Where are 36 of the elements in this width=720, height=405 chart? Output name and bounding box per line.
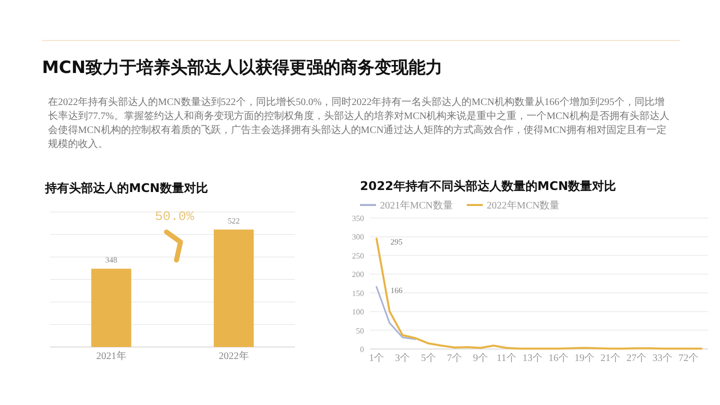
data-label: 522 <box>228 216 240 226</box>
x-tick-label: 7个 <box>447 352 462 364</box>
x-tick-label: 21个 <box>600 352 620 364</box>
chart-title: 2022年持有不同头部达人数量的MCN数量对比 <box>360 179 616 193</box>
x-tick-label: 13个 <box>522 352 542 364</box>
annotation: 50.0% <box>154 209 194 224</box>
x-tick-label: 27个 <box>626 352 646 364</box>
legend-label: 2021年MCN数量 <box>380 200 453 212</box>
x-tick-label: 2022年 <box>218 350 249 362</box>
y-tick-label: 50 <box>356 326 364 336</box>
data-label: 166 <box>390 286 402 295</box>
x-tick-label: 33个 <box>652 352 672 364</box>
y-tick-label: 250 <box>352 251 364 260</box>
y-tick-label: 0 <box>360 345 364 354</box>
x-tick-label: 16个 <box>548 352 568 364</box>
x-tick-label: 72个 <box>678 352 698 364</box>
y-tick-label: 150 <box>352 288 364 298</box>
y-tick-label: 350 <box>352 214 364 223</box>
legend-label: 2022年MCN数量 <box>486 200 560 212</box>
text: MCN致力于培养头部达人以获得更强的商务变现能力 <box>42 57 443 79</box>
data-label: 348 <box>105 256 118 265</box>
data-label: 295 <box>390 238 402 247</box>
x-tick-label: 5个 <box>421 352 436 364</box>
x-tick-label: 11个 <box>496 352 516 364</box>
x-tick-label: 3个 <box>395 352 410 364</box>
line-series <box>376 238 702 350</box>
x-tick-label: 2021年 <box>96 350 126 362</box>
x-tick-label: 19个 <box>574 352 594 364</box>
y-tick-label: 100 <box>352 308 364 317</box>
chart-title: 持有头部达人的MCN数量对比 <box>44 181 208 195</box>
x-tick-label: 1个 <box>369 352 384 364</box>
y-tick-label: 300 <box>352 232 364 242</box>
y-tick-label: 200 <box>352 270 364 280</box>
x-tick-label: 9个 <box>473 352 488 364</box>
line-series <box>376 286 416 340</box>
text: 在2022年持有头部达人的MCN数量达到522个，同比增长50.0%，同时2022年持有一名头部达人的MCN机构数量从166个增加到295个，同比增长率达到77.7%。掌握签约达人和商务变现方面的控制权角度，头部达人的培养对MCN机构来说是重中之重，一个MCN机构是否拥有头部达人会使得MCN机构的控制权有着质的飞跃，广告主会选择拥有头部达人的MCN通过达人矩阵的方式高效合作，使得MCN拥有相对固定且有一定规模的收入。 <box>48 96 670 152</box>
